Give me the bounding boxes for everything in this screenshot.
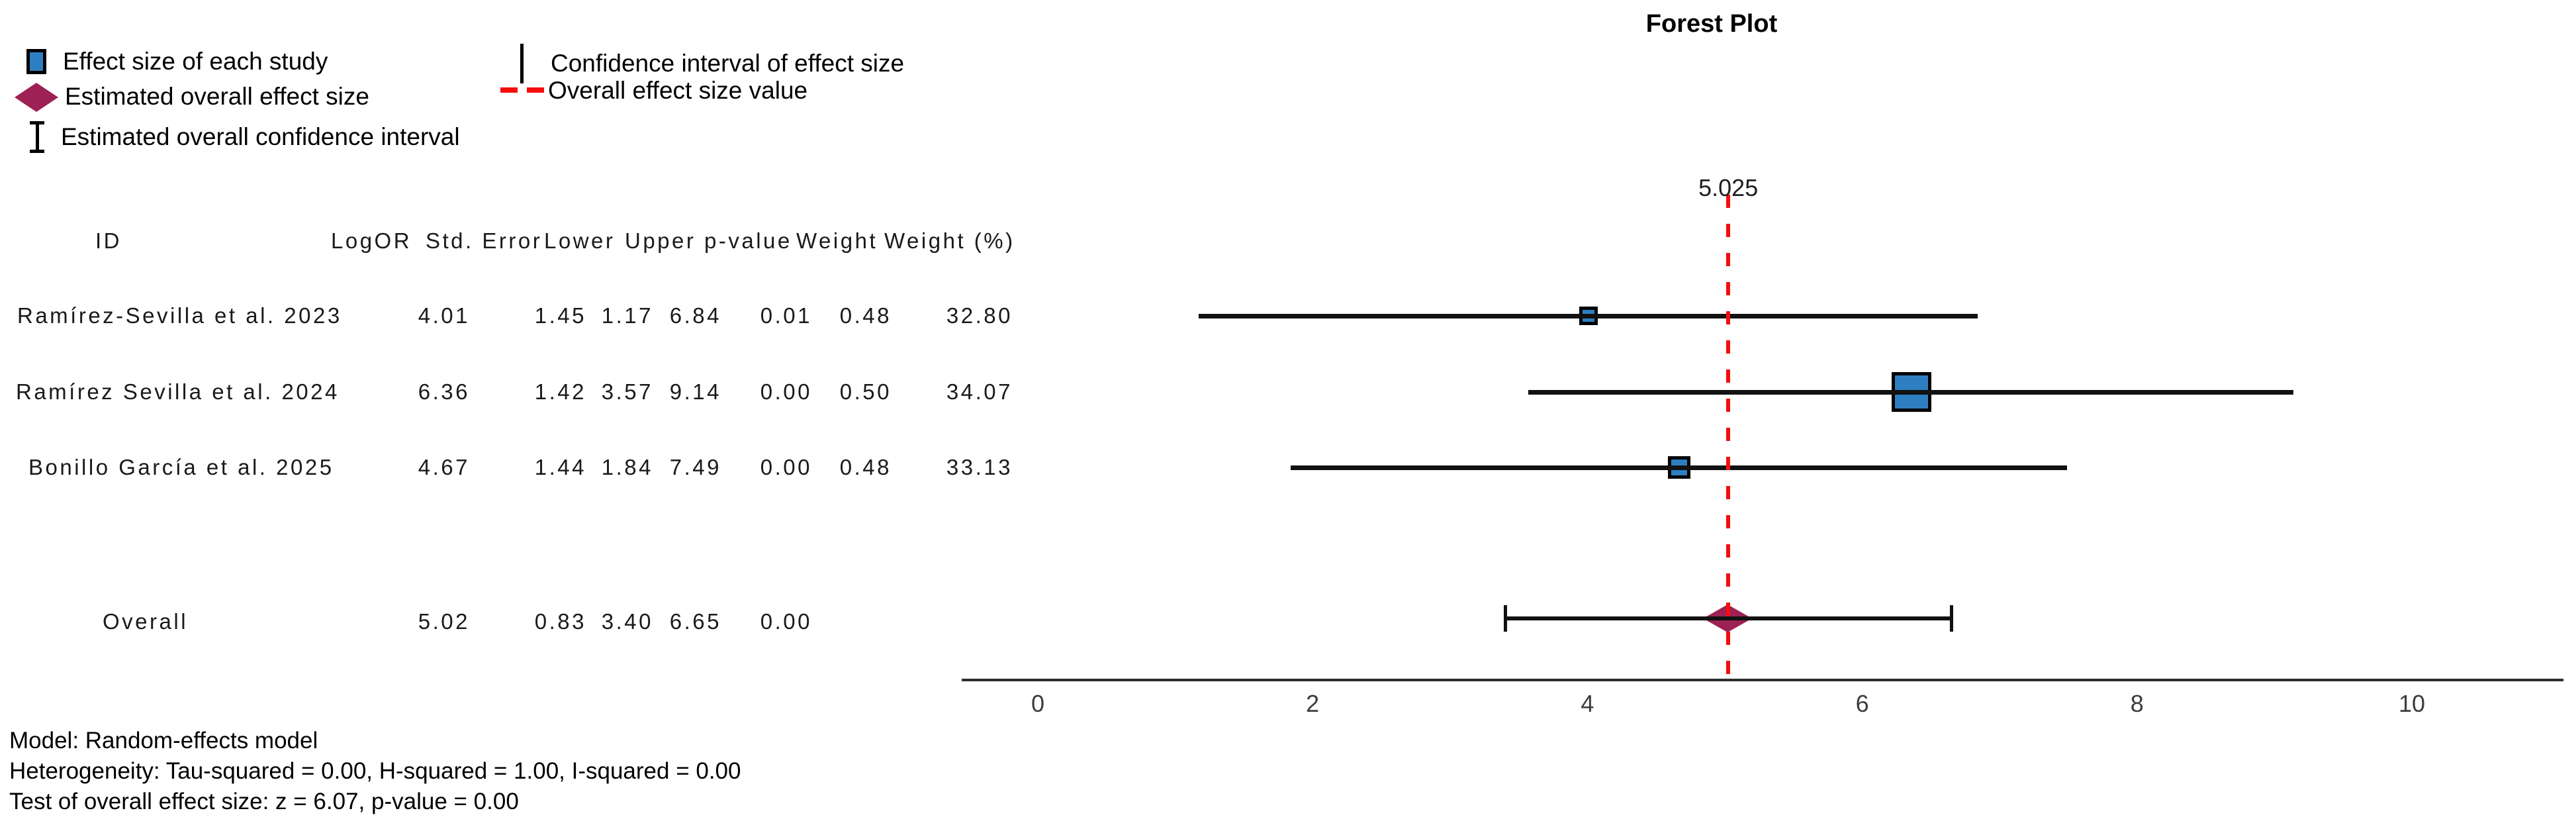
x-axis-line bbox=[962, 679, 2563, 681]
x-tick-label: 4 bbox=[1581, 690, 1594, 717]
cell-weightpct: 32.80 bbox=[946, 303, 1013, 328]
cell-pvalue: 0.01 bbox=[760, 303, 812, 328]
table-row-overall: Overall 5.02 0.83 3.40 6.65 0.00 bbox=[0, 608, 1059, 635]
x-tick-label: 8 bbox=[2130, 690, 2144, 717]
legend-label-study-ci: Confidence interval of effect size bbox=[551, 50, 905, 77]
cell-logor: 6.36 bbox=[418, 379, 470, 404]
column-header-weight: Weight bbox=[796, 228, 878, 253]
table-header-row: ID LogOR Std. Error Lower Upper p-value … bbox=[0, 228, 1059, 254]
cell-logor: 5.02 bbox=[418, 609, 470, 634]
cell-lower: 3.40 bbox=[601, 609, 653, 634]
column-header-stderror: Std. Error bbox=[426, 228, 543, 253]
cell-logor: 4.67 bbox=[418, 455, 470, 479]
cell-stderror: 1.44 bbox=[534, 455, 586, 479]
cell-weightpct: 33.13 bbox=[946, 455, 1013, 479]
legend-label-overall-effect: Estimated overall effect size bbox=[65, 83, 369, 110]
footnote-heterogeneity: Heterogeneity: Tau-squared = 0.00, H-squ… bbox=[9, 758, 741, 784]
red-dashed-line-icon bbox=[500, 87, 544, 93]
cell-pvalue: 0.00 bbox=[760, 379, 812, 404]
overall-ci-cap bbox=[1949, 605, 1953, 632]
cell-logor: 4.01 bbox=[418, 303, 470, 328]
study-id: Ramírez-Sevilla et al. 2023 bbox=[17, 303, 342, 328]
column-header-logor: LogOR bbox=[331, 228, 412, 253]
overall-ci-cap bbox=[1503, 605, 1507, 632]
cell-weight: 0.50 bbox=[839, 379, 892, 404]
overall-diamond-icon bbox=[15, 83, 58, 112]
cell-stderror: 0.83 bbox=[534, 609, 586, 634]
table-row: Ramírez-Sevilla et al. 2023 4.01 1.45 1.… bbox=[0, 303, 1059, 329]
study-ci-line bbox=[1290, 465, 2067, 470]
table-row: Bonillo García et al. 2025 4.67 1.44 1.8… bbox=[0, 454, 1059, 481]
overall-ci-ibeam-icon bbox=[27, 121, 47, 153]
cell-weight: 0.48 bbox=[839, 303, 892, 328]
footnote-model: Model: Random-effects model bbox=[9, 728, 318, 754]
study-id: Ramírez Sevilla et al. 2024 bbox=[16, 379, 340, 404]
legend-label-overall-value: Overall effect size value bbox=[548, 77, 808, 104]
overall-effect-dashed-line bbox=[1726, 195, 1731, 680]
x-tick-label: 10 bbox=[2398, 690, 2426, 717]
study-ci-line bbox=[1198, 313, 1978, 318]
x-tick-label: 0 bbox=[1031, 690, 1045, 717]
column-header-lower: Lower bbox=[544, 228, 616, 253]
cell-lower: 1.84 bbox=[601, 455, 653, 479]
overall-id: Overall bbox=[103, 609, 189, 634]
cell-upper: 6.84 bbox=[669, 303, 721, 328]
column-header-weightpct: Weight (%) bbox=[884, 228, 1015, 253]
x-tick-label: 6 bbox=[1855, 690, 1869, 717]
study-square-icon bbox=[26, 49, 46, 74]
column-header-upper: Upper bbox=[625, 228, 696, 253]
cell-upper: 6.65 bbox=[669, 609, 721, 634]
overall-effect-value-label: 5.025 bbox=[1698, 174, 1759, 201]
cell-stderror: 1.42 bbox=[534, 379, 586, 404]
cell-lower: 3.57 bbox=[601, 379, 653, 404]
cell-stderror: 1.45 bbox=[534, 303, 586, 328]
page-title: Forest Plot bbox=[1645, 10, 1778, 38]
legend-label-overall-ci: Estimated overall confidence interval bbox=[61, 123, 460, 150]
ci-vertical-line-icon bbox=[520, 44, 524, 83]
study-ci-line bbox=[1528, 389, 2294, 395]
cell-lower: 1.17 bbox=[601, 303, 653, 328]
column-header-id: ID bbox=[95, 228, 122, 253]
cell-upper: 9.14 bbox=[669, 379, 721, 404]
cell-upper: 7.49 bbox=[669, 455, 721, 479]
legend-label-study-effect: Effect size of each study bbox=[63, 48, 328, 75]
cell-pvalue: 0.00 bbox=[760, 609, 812, 634]
column-header-pvalue: p-value bbox=[704, 228, 792, 253]
cell-weightpct: 34.07 bbox=[946, 379, 1013, 404]
table-row: Ramírez Sevilla et al. 2024 6.36 1.42 3.… bbox=[0, 379, 1059, 405]
footnote-overall-test: Test of overall effect size: z = 6.07, p… bbox=[9, 789, 519, 814]
cell-weight: 0.48 bbox=[839, 455, 892, 479]
x-tick-label: 2 bbox=[1306, 690, 1320, 717]
cell-pvalue: 0.00 bbox=[760, 455, 812, 479]
study-id: Bonillo García et al. 2025 bbox=[28, 455, 334, 479]
